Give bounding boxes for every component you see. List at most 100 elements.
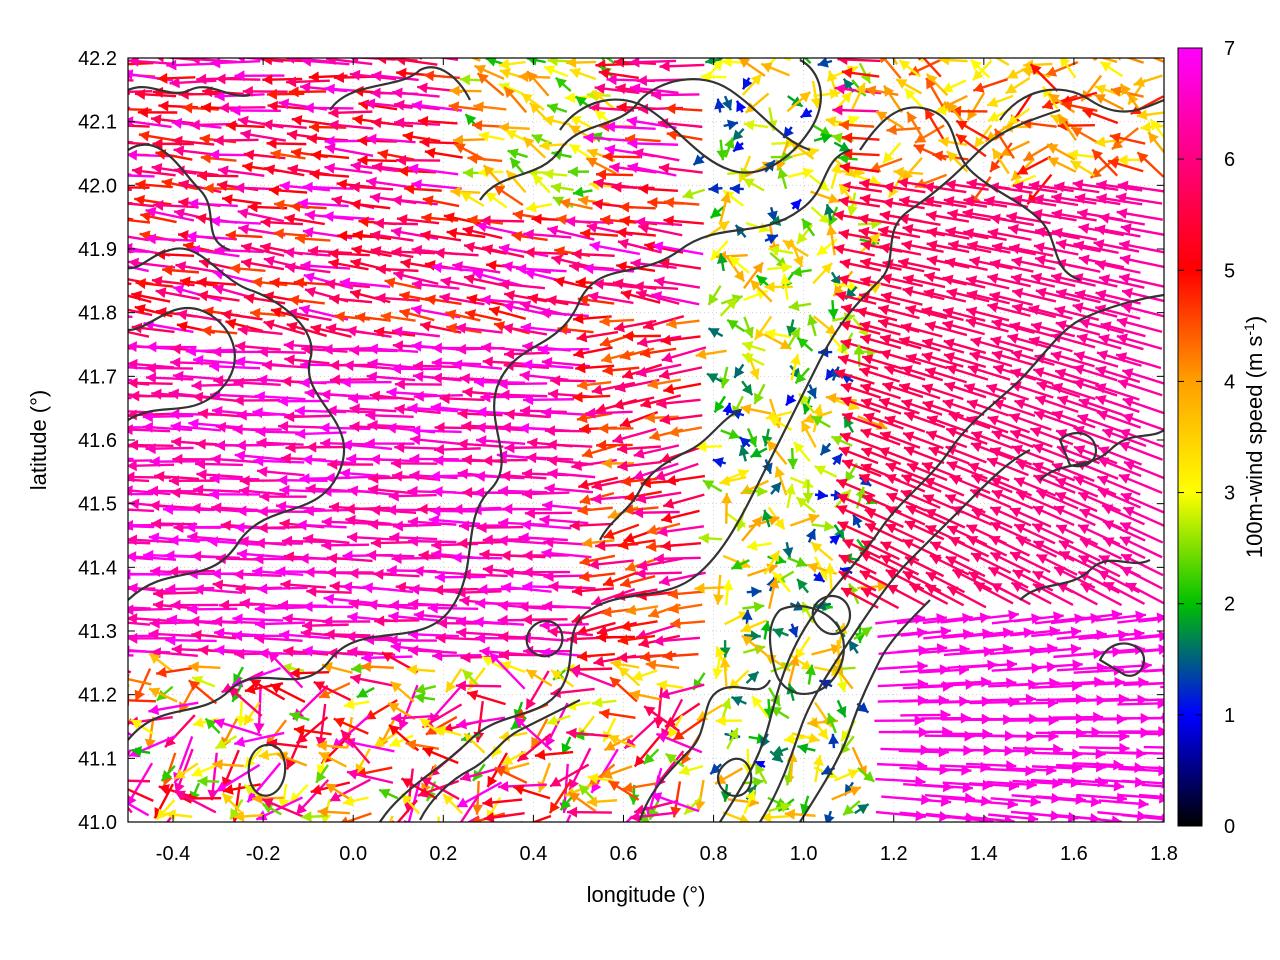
wind-vector (351, 244, 392, 258)
wind-vector (215, 73, 261, 85)
wind-vector-head (178, 197, 189, 209)
wind-vector-head (325, 278, 336, 290)
wind-vector (714, 98, 726, 113)
wind-vector-head (1009, 243, 1021, 255)
wind-vector (838, 196, 881, 208)
wind-vector-head (720, 192, 731, 204)
wind-vector (172, 284, 222, 302)
wind-vector (1119, 83, 1141, 111)
wind-vector (945, 179, 989, 191)
wind-vector-head (1028, 180, 1040, 192)
wind-vector-head (840, 92, 852, 104)
wind-vector (626, 116, 677, 130)
wind-vector-head (108, 87, 118, 98)
wind-vector-head (544, 65, 556, 76)
wind-vector-head (847, 280, 859, 292)
wind-vector (580, 228, 618, 240)
wind-vector-head (847, 115, 860, 126)
wind-vector-head (357, 135, 368, 147)
wind-vector-head (897, 177, 909, 189)
wind-vector-head (1074, 193, 1086, 204)
wind-vector-head (974, 136, 985, 148)
wind-vector-head (1073, 240, 1085, 252)
wind-vector (723, 119, 739, 131)
wind-vector (349, 181, 394, 193)
wind-vector-shaft (891, 58, 899, 65)
wind-vector (719, 192, 731, 223)
wind-vector (846, 192, 858, 217)
wind-vector (1046, 143, 1076, 161)
wind-vector-shaft (128, 266, 130, 270)
wind-vector-head (462, 167, 474, 179)
wind-vector (735, 100, 747, 113)
wind-vector (328, 107, 373, 119)
wind-vector (760, 62, 791, 77)
wind-vector (942, 274, 986, 289)
wind-vector-shaft (605, 58, 616, 65)
wind-vector (484, 191, 508, 209)
wind-vector-shaft (128, 89, 153, 94)
wind-vector-head (841, 132, 853, 144)
wind-vector (459, 74, 484, 86)
wind-vector (810, 80, 822, 109)
wind-vector (991, 147, 1010, 175)
wind-vector (591, 89, 615, 110)
wind-vector-head (450, 48, 461, 58)
wind-vector (944, 257, 988, 272)
wind-vector (128, 265, 149, 273)
wind-vector-head (793, 255, 804, 267)
wind-vector-head (391, 246, 402, 258)
wind-vector-head (617, 238, 629, 250)
wind-vector-head (105, 339, 115, 350)
wind-vector-head (107, 324, 118, 335)
wind-vector-head (644, 241, 656, 253)
wind-vector-head (913, 144, 926, 155)
wind-vector-head (721, 58, 732, 68)
wind-vector (128, 249, 149, 254)
wind-vector (1051, 209, 1097, 222)
wind-vector (770, 151, 793, 163)
wind-vector (128, 92, 130, 95)
wind-vector-head (268, 184, 280, 196)
wind-vector (283, 247, 331, 259)
wind-vector-shaft (994, 58, 1010, 66)
wind-vector-head (1096, 193, 1108, 205)
wind-vector-head (575, 276, 586, 288)
wind-vector (938, 136, 968, 148)
wind-vector-head (629, 58, 640, 68)
wind-vector (370, 245, 414, 259)
wind-vector-head (1094, 224, 1106, 236)
wind-vector-head (1115, 192, 1127, 204)
wind-vector (175, 261, 221, 274)
wind-vector-shaft (128, 396, 132, 400)
wind-vector-head (398, 165, 409, 177)
wind-vector (478, 131, 505, 142)
wind-vector-head (838, 153, 849, 165)
wind-vector (709, 204, 726, 219)
wind-vector-head (956, 120, 968, 131)
wind-vector-head (407, 163, 419, 175)
wind-vector-head (1021, 66, 1033, 78)
wind-vector (407, 163, 459, 176)
wind-vector-head (543, 115, 555, 127)
wind-vector-head (411, 279, 423, 291)
wind-vector (1005, 76, 1031, 95)
wind-vector-head (449, 85, 460, 97)
wind-vector (638, 183, 678, 195)
wind-vector (128, 606, 129, 609)
wind-vector-head (91, 326, 102, 337)
wind-vector (182, 102, 219, 114)
wind-vector-shaft (128, 606, 129, 609)
wind-vector (450, 186, 481, 198)
wind-vector-head (1055, 239, 1067, 250)
wind-vector-head (482, 244, 494, 255)
wind-vector (152, 138, 194, 150)
wind-vector (837, 153, 858, 165)
wind-vector-head (554, 246, 565, 258)
wind-vector-head (304, 209, 316, 221)
wind-vector-head (1011, 273, 1023, 285)
wind-vector (1133, 74, 1163, 87)
wind-vector (474, 64, 505, 80)
wind-vector (303, 102, 354, 114)
wind-vector (366, 176, 415, 189)
